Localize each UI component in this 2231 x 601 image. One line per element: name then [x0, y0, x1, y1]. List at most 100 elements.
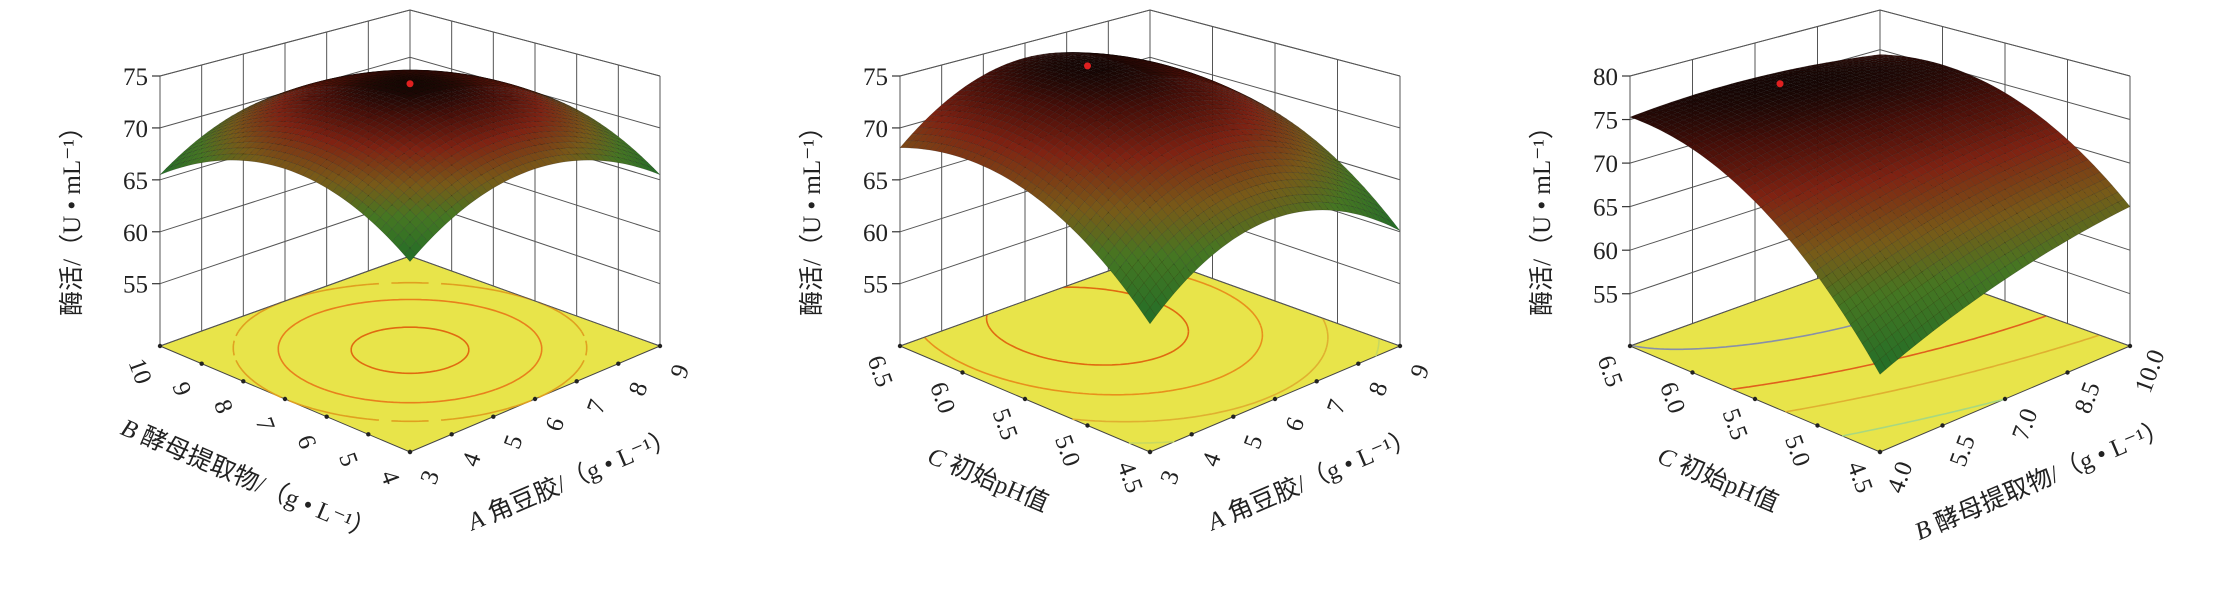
surface-cell: [1155, 221, 1169, 235]
surface-cell: [463, 111, 476, 118]
x-tick-label: 5: [499, 432, 529, 453]
surface-cell: [362, 131, 375, 140]
y-axis-name: 初始pH值: [939, 448, 1053, 517]
surface-cell: [1974, 84, 1988, 90]
surface-cell: [1060, 197, 1073, 211]
surface-cell: [1885, 58, 1898, 61]
surface-cell: [1072, 184, 1085, 197]
surface-cell: [415, 140, 429, 150]
surface-cell: [1286, 187, 1300, 196]
surface-cell: [1060, 143, 1073, 155]
surface-cell: [356, 161, 369, 172]
surface-cell: [1132, 67, 1145, 71]
x-tick: [1272, 396, 1278, 402]
surface-cell: [1185, 87, 1199, 93]
surface-cell: [1250, 115, 1264, 122]
surface-cell: [935, 122, 949, 130]
surface-cell: [1113, 137, 1127, 147]
surface-cell: [1891, 69, 1905, 74]
surface-cell: [397, 85, 411, 90]
surface-cell: [391, 95, 405, 102]
surface-cell: [1060, 52, 1073, 54]
surface-cell: [230, 136, 244, 144]
surface-cell: [917, 134, 931, 142]
surface-cell: [1304, 173, 1318, 182]
y-tick: [241, 379, 246, 384]
surface-cell: [409, 240, 423, 256]
z-tick-label: 75: [863, 64, 888, 91]
surface-cell: [1048, 80, 1062, 87]
surface-cell: [379, 87, 393, 93]
surface-cell: [1119, 90, 1133, 98]
surface-cell: [1125, 129, 1139, 139]
surface-cell: [451, 201, 464, 214]
surface-cell: [1203, 109, 1217, 116]
x-tick-label: 3: [416, 467, 446, 488]
surface-cell: [463, 192, 476, 205]
z-tick-label: 75: [123, 64, 148, 91]
surface-cell: [1036, 157, 1050, 169]
x-tick-label: 8: [624, 379, 654, 400]
surface-cell: [332, 76, 345, 80]
surface-cell: [326, 78, 339, 81]
surface-cell: [463, 117, 476, 125]
surface-cell: [451, 136, 464, 145]
y-tick: [282, 396, 288, 402]
surface-cell: [1227, 142, 1240, 151]
surface-cell: [1208, 108, 1222, 115]
surface-cell: [1125, 88, 1139, 95]
surface-cell: [511, 89, 524, 93]
surface-cell: [1125, 121, 1139, 130]
surface-cell: [1078, 227, 1091, 242]
surface-cell: [332, 184, 345, 196]
surface-cell: [1042, 79, 1056, 85]
surface-cell: [225, 113, 238, 120]
surface-cell: [636, 154, 649, 163]
surface-cell: [451, 161, 464, 172]
surface-cell: [308, 154, 322, 164]
surface-cell: [1251, 101, 1264, 109]
surface-cell: [1030, 111, 1044, 120]
surface-cell: [415, 95, 429, 102]
surface-cell: [1131, 92, 1145, 99]
z-tick-label: 55: [123, 272, 148, 299]
surface-cell: [1149, 87, 1163, 93]
surface-cell: [1197, 80, 1210, 85]
surface-cell: [1036, 190, 1050, 204]
surface-cell: [320, 101, 334, 107]
surface-cell: [421, 145, 435, 155]
surface-cell: [475, 76, 488, 80]
surface-cell: [439, 75, 452, 78]
contour-line: [1731, 315, 2047, 391]
contour-line: [277, 298, 543, 404]
z-tick-label: 55: [863, 272, 888, 299]
surface-cell: [1891, 57, 1904, 60]
surface-cell: [1108, 171, 1121, 183]
surface-cell: [272, 121, 286, 127]
contour-line: [1072, 317, 1329, 423]
surface-cell: [344, 130, 357, 139]
z-axis-title: 酶活/（U • mL⁻¹）: [1528, 114, 1556, 316]
surface-cell: [433, 183, 446, 195]
surface-cell: [463, 163, 476, 174]
surface-cell: [1161, 85, 1175, 91]
surface-cell: [344, 111, 357, 118]
x-tick-label: 6: [1281, 414, 1311, 435]
surface-cell: [1072, 221, 1085, 236]
surface-cell: [296, 87, 309, 92]
surface-cell: [1215, 81, 1228, 88]
surface-cell: [1042, 142, 1056, 153]
surface-cell: [1024, 95, 1038, 103]
surface-cell: [1233, 223, 1246, 236]
z-tick-label: 80: [1593, 64, 1618, 91]
surface-cell: [1986, 85, 2000, 92]
y-tick: [324, 414, 329, 419]
surface-cell: [260, 142, 274, 150]
z-tick-label: 60: [863, 220, 888, 247]
surface-cell: [1078, 156, 1091, 168]
surface-cell: [451, 80, 464, 85]
surface-cell: [1197, 211, 1210, 224]
surface-cell: [1232, 135, 1246, 143]
surface-cell: [1215, 131, 1228, 139]
surface-cell: [325, 90, 340, 95]
